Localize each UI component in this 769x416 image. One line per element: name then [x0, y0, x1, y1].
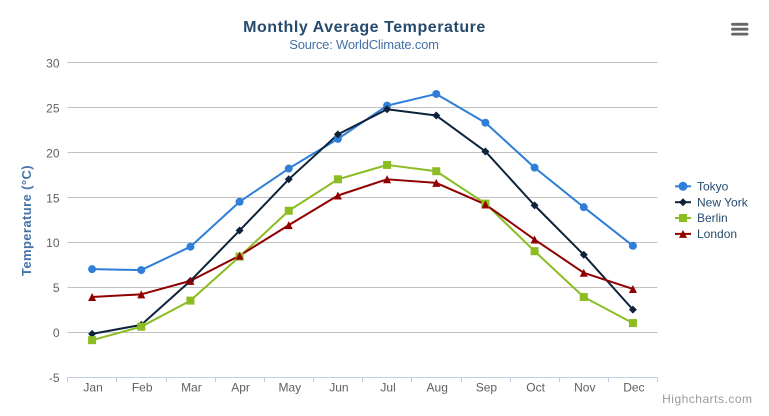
svg-text:May: May	[278, 381, 301, 395]
svg-text:10: 10	[46, 236, 60, 250]
svg-text:New York: New York	[697, 195, 749, 209]
svg-text:25: 25	[46, 101, 60, 115]
svg-text:Jun: Jun	[329, 381, 348, 395]
svg-text:Dec: Dec	[623, 381, 644, 395]
svg-text:Berlin: Berlin	[697, 211, 728, 225]
svg-text:Tokyo: Tokyo	[697, 180, 729, 194]
svg-text:30: 30	[46, 57, 60, 71]
svg-text:5: 5	[53, 281, 60, 295]
svg-text:Jul: Jul	[380, 381, 395, 395]
svg-text:Mar: Mar	[181, 381, 202, 395]
svg-text:Oct: Oct	[526, 381, 545, 395]
svg-text:-5: -5	[49, 371, 60, 385]
svg-text:Sep: Sep	[476, 381, 498, 395]
svg-text:Temperature (°C): Temperature (°C)	[19, 165, 34, 276]
svg-text:Highcharts.com: Highcharts.com	[662, 392, 752, 406]
svg-text:Apr: Apr	[231, 381, 250, 395]
svg-text:Jan: Jan	[83, 381, 102, 395]
svg-text:Feb: Feb	[132, 381, 153, 395]
svg-text:0: 0	[53, 326, 60, 340]
svg-text:London: London	[697, 227, 737, 241]
svg-text:Aug: Aug	[427, 381, 448, 395]
svg-text:Nov: Nov	[574, 381, 595, 395]
svg-text:Monthly Average Temperature: Monthly Average Temperature	[243, 19, 486, 36]
svg-text:15: 15	[46, 191, 60, 205]
svg-text:20: 20	[46, 146, 60, 160]
svg-text:Source: WorldClimate.com: Source: WorldClimate.com	[289, 37, 439, 52]
